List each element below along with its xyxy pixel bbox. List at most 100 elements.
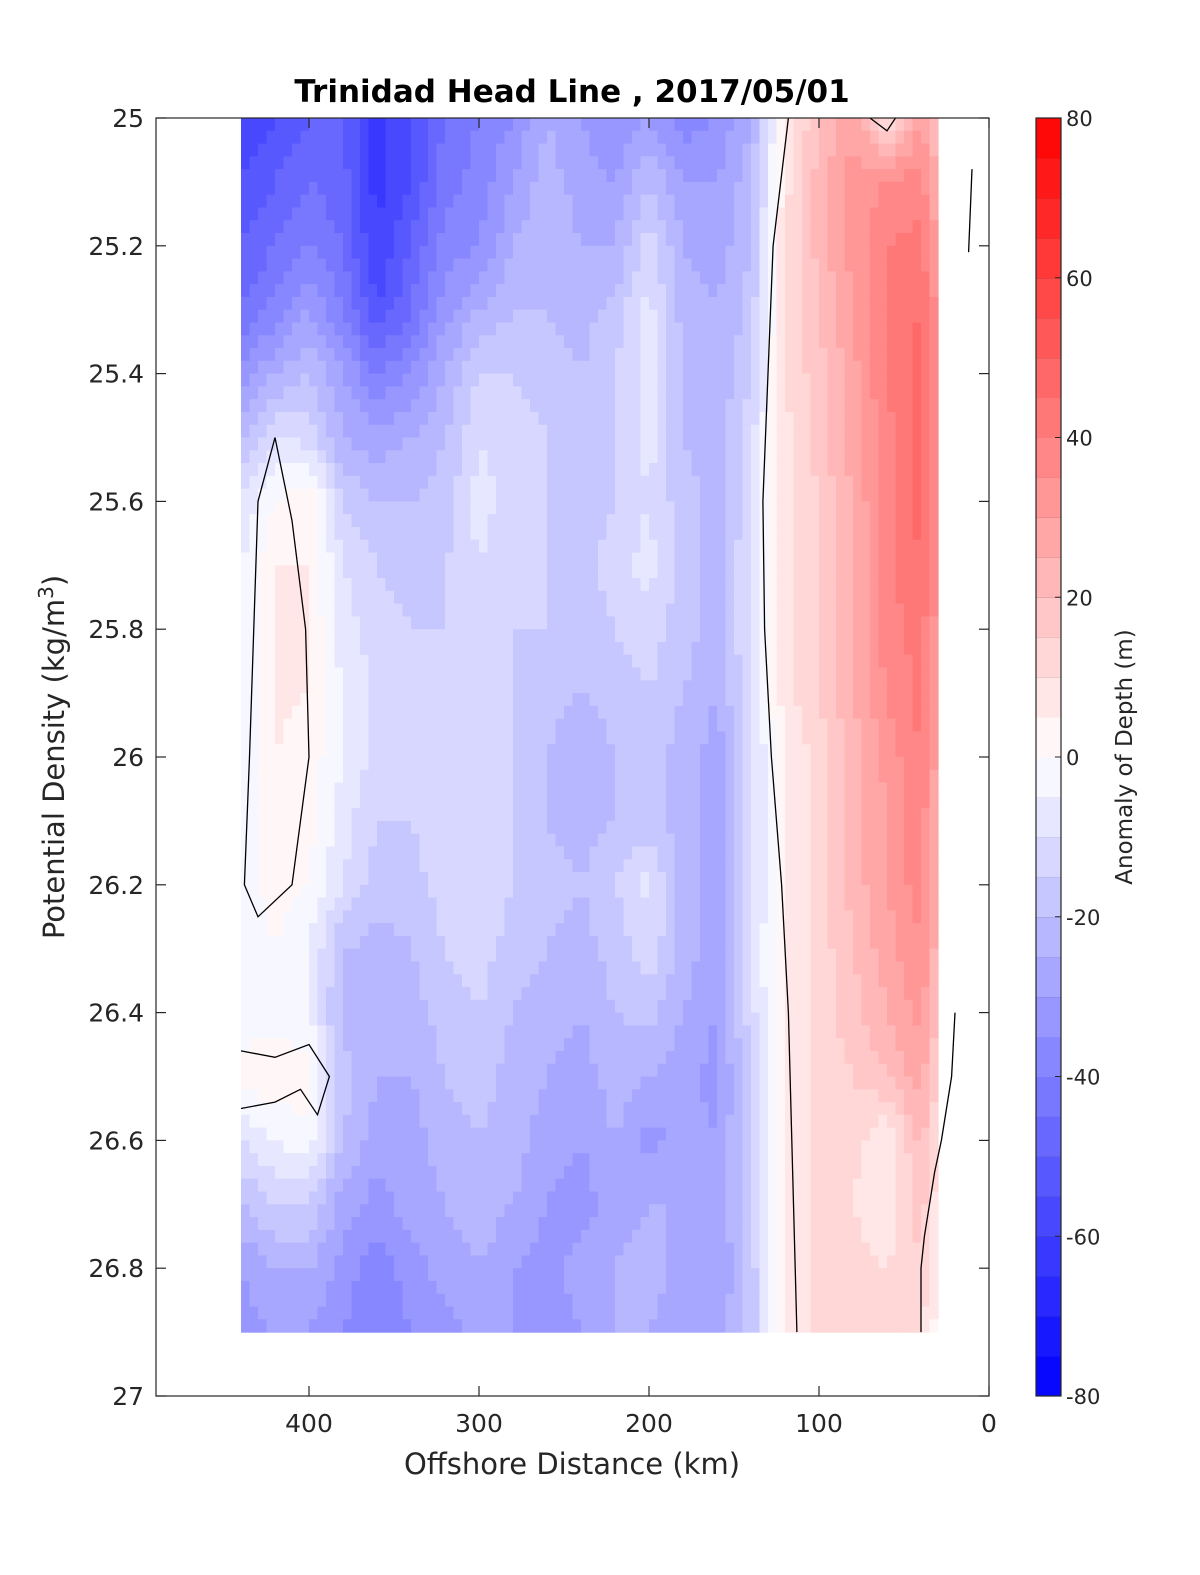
contour-cell bbox=[844, 348, 854, 362]
contour-cell bbox=[649, 156, 659, 170]
contour-cell bbox=[717, 411, 727, 426]
contour-cell bbox=[411, 475, 421, 490]
contour-cell bbox=[810, 846, 820, 860]
contour-cell bbox=[751, 424, 761, 439]
contour-cell bbox=[572, 718, 582, 733]
contour-cell bbox=[853, 590, 863, 605]
contour-cell bbox=[700, 705, 710, 720]
contour-cell bbox=[521, 641, 531, 656]
contour-cell bbox=[453, 118, 463, 132]
contour-cell bbox=[844, 156, 854, 170]
contour-cell bbox=[870, 399, 880, 413]
contour-cell bbox=[292, 309, 302, 324]
contour-cell bbox=[734, 220, 744, 234]
contour-cell bbox=[785, 603, 795, 618]
contour-cell bbox=[810, 386, 820, 400]
contour-cell bbox=[912, 463, 922, 477]
contour-cell bbox=[360, 769, 370, 784]
contour-cell bbox=[436, 386, 446, 400]
contour-cell bbox=[241, 820, 251, 835]
contour-cell bbox=[513, 680, 523, 694]
contour-cell bbox=[768, 820, 778, 835]
contour-cell bbox=[691, 118, 701, 132]
contour-cell bbox=[385, 348, 395, 362]
contour-cell bbox=[419, 846, 429, 860]
contour-cell bbox=[300, 667, 310, 681]
contour-cell bbox=[530, 731, 540, 745]
contour-cell bbox=[275, 808, 285, 822]
contour-cell bbox=[887, 565, 897, 579]
contour-cell bbox=[929, 130, 939, 145]
contour-cell bbox=[929, 590, 939, 605]
contour-cell bbox=[606, 578, 616, 592]
contour-cell bbox=[411, 348, 421, 362]
contour-cell bbox=[810, 118, 820, 132]
contour-cell bbox=[513, 207, 523, 221]
contour-cell bbox=[802, 220, 812, 234]
contour-cell bbox=[904, 872, 914, 886]
contour-cell bbox=[394, 769, 404, 784]
contour-cell bbox=[606, 616, 616, 630]
contour-cell bbox=[683, 309, 693, 324]
contour-cell bbox=[700, 169, 710, 183]
contour-cell bbox=[742, 411, 752, 426]
contour-cell bbox=[827, 820, 837, 835]
contour-cell bbox=[317, 629, 327, 643]
contour-cell bbox=[360, 603, 370, 618]
contour-cell bbox=[700, 424, 710, 439]
contour-cell bbox=[666, 616, 676, 630]
contour-cell bbox=[776, 437, 786, 451]
contour-cell bbox=[504, 565, 514, 579]
contour-cell bbox=[674, 705, 684, 720]
contour-cell bbox=[241, 641, 251, 656]
contour-cell bbox=[445, 693, 455, 707]
contour-cell bbox=[266, 757, 276, 771]
contour-cell bbox=[657, 322, 667, 336]
contour-cell bbox=[589, 271, 599, 285]
contour-cell bbox=[368, 130, 378, 145]
contour-cell bbox=[768, 207, 778, 221]
contour-cell bbox=[343, 296, 353, 311]
contour-cell bbox=[666, 795, 676, 809]
contour-cell bbox=[419, 590, 429, 605]
contour-cell bbox=[640, 833, 650, 848]
contour-cell bbox=[691, 629, 701, 643]
contour-cell bbox=[487, 782, 497, 796]
contour-cell bbox=[326, 603, 336, 618]
contour-cell bbox=[547, 731, 557, 745]
contour-cell bbox=[530, 565, 540, 579]
contour-cell bbox=[921, 782, 931, 796]
contour-cell bbox=[878, 514, 888, 528]
contour-cell bbox=[776, 603, 786, 618]
contour-cell bbox=[360, 590, 370, 605]
contour-cell bbox=[887, 258, 897, 272]
contour-cell bbox=[802, 411, 812, 426]
contour-cell bbox=[649, 373, 659, 387]
contour-cell bbox=[904, 424, 914, 439]
contour-cell bbox=[742, 641, 752, 656]
contour-cell bbox=[657, 693, 667, 707]
contour-cell bbox=[258, 373, 268, 387]
contour-cell bbox=[402, 411, 412, 426]
contour-cell bbox=[853, 526, 863, 541]
contour-cell bbox=[683, 463, 693, 477]
contour-cell bbox=[453, 245, 463, 260]
contour-cell bbox=[819, 590, 829, 605]
contour-cell bbox=[725, 514, 735, 528]
contour-cell bbox=[802, 194, 812, 209]
contour-cell bbox=[819, 603, 829, 618]
contour-cell bbox=[640, 233, 650, 247]
contour-cell bbox=[564, 526, 574, 541]
contour-cell bbox=[649, 348, 659, 362]
contour-cell bbox=[844, 373, 854, 387]
contour-cell bbox=[275, 143, 285, 157]
contour-cell bbox=[300, 245, 310, 260]
contour-cell bbox=[844, 616, 854, 630]
contour-cell bbox=[827, 181, 837, 196]
contour-cell bbox=[538, 833, 548, 848]
contour-cell bbox=[436, 514, 446, 528]
contour-cell bbox=[241, 565, 251, 579]
contour-cell bbox=[861, 526, 871, 541]
contour-cell bbox=[810, 450, 820, 464]
contour-cell bbox=[895, 118, 905, 132]
